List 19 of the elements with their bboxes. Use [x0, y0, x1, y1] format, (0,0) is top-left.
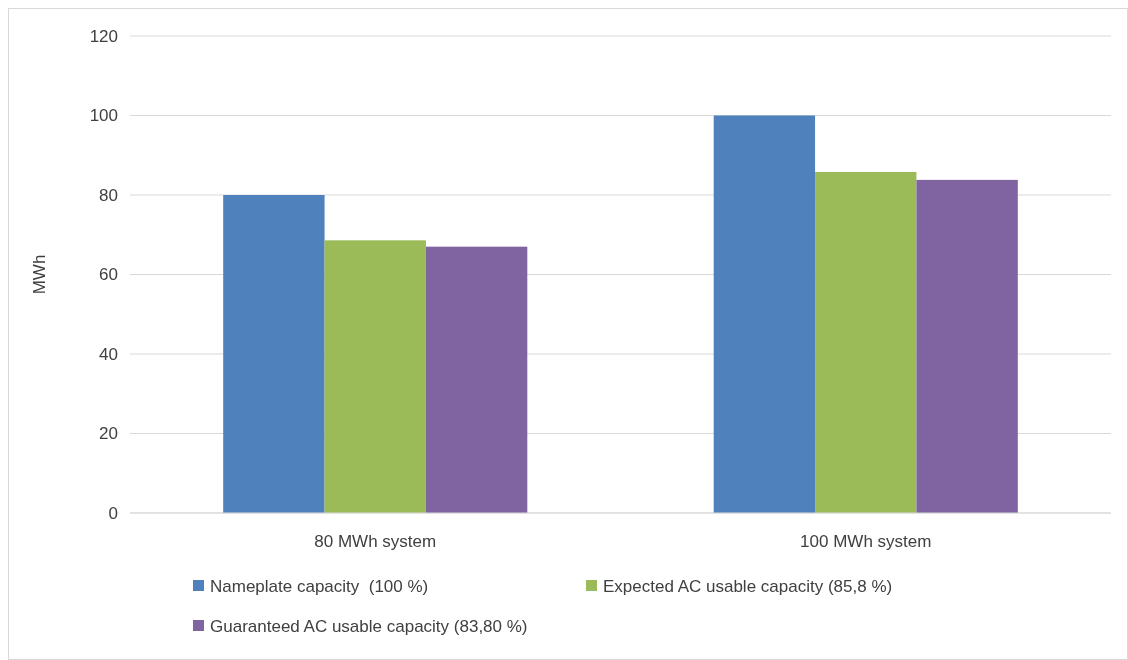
- legend-label: Guaranteed AC usable capacity (83,80 %): [210, 616, 528, 636]
- x-tick-label: 80 MWh system: [314, 532, 437, 551]
- bar: [324, 240, 426, 513]
- legend-label: Nameplate capacity (100 %): [210, 576, 429, 596]
- bar: [713, 115, 816, 513]
- x-tick-label: 100 MWh system: [800, 532, 932, 551]
- y-tick-label: 40: [99, 344, 118, 364]
- y-axis-title: MWh: [30, 254, 49, 295]
- y-tick-label: 80: [99, 185, 118, 205]
- y-tick-label: 100: [89, 106, 118, 126]
- legend-label: Expected AC usable capacity (85,8 %): [603, 576, 893, 596]
- bar: [916, 179, 1018, 513]
- y-tick-label: 0: [108, 503, 118, 523]
- y-tick-label: 120: [89, 26, 118, 46]
- bar: [425, 246, 528, 513]
- bar: [815, 171, 917, 513]
- bar: [223, 195, 325, 513]
- y-tick-label: 60: [99, 265, 118, 285]
- y-tick-label: 20: [99, 424, 118, 444]
